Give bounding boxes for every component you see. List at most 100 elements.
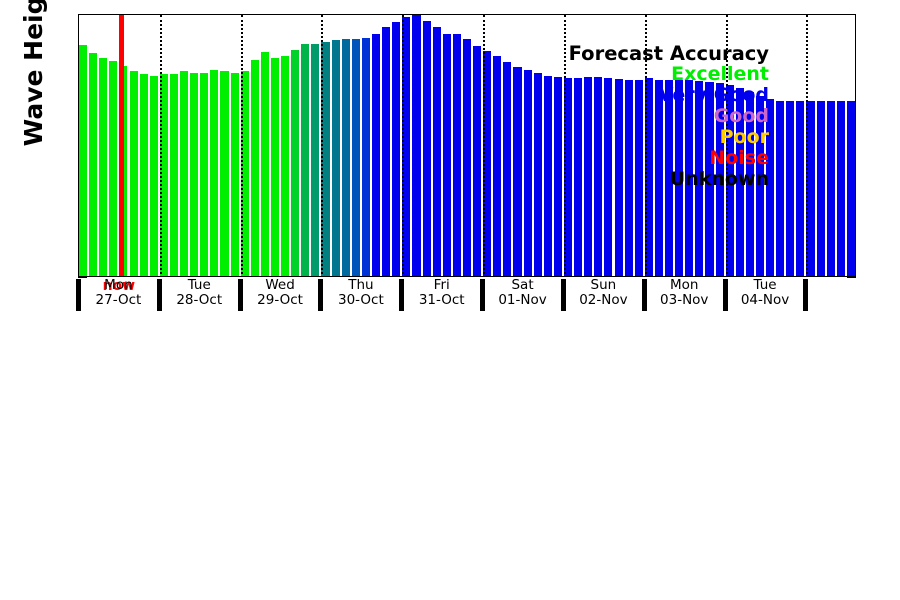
day-gridline [159, 15, 162, 276]
now-marker-line [118, 15, 124, 276]
day-gridline [321, 15, 324, 276]
bar [836, 100, 845, 276]
day-gridline [240, 15, 243, 276]
day-label: Mon 27-Oct [78, 278, 159, 307]
bar [745, 91, 754, 276]
bar [331, 40, 340, 276]
bar [816, 100, 825, 276]
bar [523, 70, 532, 276]
bar [614, 79, 623, 276]
day-date: 02-Nov [579, 291, 628, 308]
legend-item-excellent: Excellent [671, 63, 769, 85]
day-separator [76, 279, 81, 311]
bar [412, 15, 421, 276]
day-label: Mon 03-Nov [644, 278, 725, 307]
bar [806, 100, 815, 276]
bar [351, 38, 360, 276]
bar [846, 100, 855, 276]
day-separator [318, 279, 324, 311]
bar [624, 79, 633, 276]
legend-item-good: Good [713, 105, 769, 127]
bar-series [79, 15, 855, 276]
day-date: 04-Nov [740, 291, 790, 308]
bar [382, 26, 391, 276]
day-of-week: Tue [187, 277, 211, 293]
day-of-week: Wed [265, 277, 295, 293]
day-of-week: Mon [669, 277, 699, 293]
day-of-week: Sun [590, 277, 617, 293]
bar [644, 78, 653, 276]
bar [533, 72, 542, 276]
bar [452, 34, 461, 276]
day-separator [641, 279, 647, 311]
bar [553, 77, 562, 276]
legend: Forecast Accuracy Excellent Very Good Go… [569, 43, 769, 190]
bar [766, 99, 775, 276]
now-marker-label: now [102, 278, 136, 294]
bar [634, 79, 643, 276]
bar [735, 87, 744, 276]
bar [432, 26, 441, 276]
day-separator [156, 279, 162, 311]
day-label: Tue 04-Nov [725, 278, 806, 307]
bar [776, 100, 785, 276]
day-gridline [402, 15, 405, 276]
bar [210, 70, 219, 276]
y-axis-title: Wave Height, ft [19, 0, 48, 147]
bar [503, 61, 512, 276]
legend-item-unknown: Unknown [669, 168, 769, 190]
bar [139, 73, 148, 276]
day-label: Wed 29-Oct [240, 278, 321, 307]
day-date: 28-Oct [176, 291, 223, 308]
bar [250, 60, 259, 276]
bar [665, 80, 674, 276]
bar [685, 80, 694, 276]
day-date: 30-Oct [338, 291, 384, 308]
day-gridline [725, 15, 728, 276]
bar [200, 72, 209, 276]
bar [270, 57, 280, 276]
bar [402, 16, 411, 276]
bar [796, 100, 805, 276]
bar [240, 71, 249, 276]
bar [563, 78, 573, 276]
bar [493, 56, 502, 276]
day-date: 27-Oct [95, 291, 142, 308]
bar [442, 34, 451, 276]
y-tick-left [78, 277, 87, 278]
bar [372, 33, 381, 276]
day-label: Sat 01-Nov [482, 278, 563, 307]
bar [169, 73, 178, 276]
bar [725, 85, 734, 276]
day-gridline [806, 15, 809, 276]
bar [392, 21, 401, 276]
day-of-week: Sat [511, 277, 534, 293]
bar [190, 72, 199, 276]
day-of-week: Mon [104, 277, 133, 293]
bar [755, 96, 765, 276]
day-date: 01-Nov [498, 291, 547, 308]
bar [594, 76, 603, 276]
bar [473, 45, 482, 276]
day-label: Sun 02-Nov [563, 278, 644, 307]
day-label: Thu 30-Oct [320, 278, 401, 307]
legend-title: Forecast Accuracy [568, 42, 769, 65]
bar [786, 100, 795, 276]
bar [422, 21, 431, 276]
bar [260, 52, 269, 276]
day-date: 31-Oct [418, 291, 465, 308]
bar [715, 83, 724, 276]
bar [675, 80, 684, 276]
day-gridline [644, 15, 647, 276]
bar [654, 79, 663, 276]
bar [230, 72, 239, 276]
bar [220, 70, 229, 276]
day-label: Fri 31-Oct [401, 278, 482, 307]
bar [180, 70, 189, 276]
day-gridline [483, 15, 486, 276]
legend-item-noise: Noise [709, 147, 769, 169]
day-separator [399, 279, 405, 311]
day-separator [237, 279, 243, 311]
bar [311, 43, 320, 276]
